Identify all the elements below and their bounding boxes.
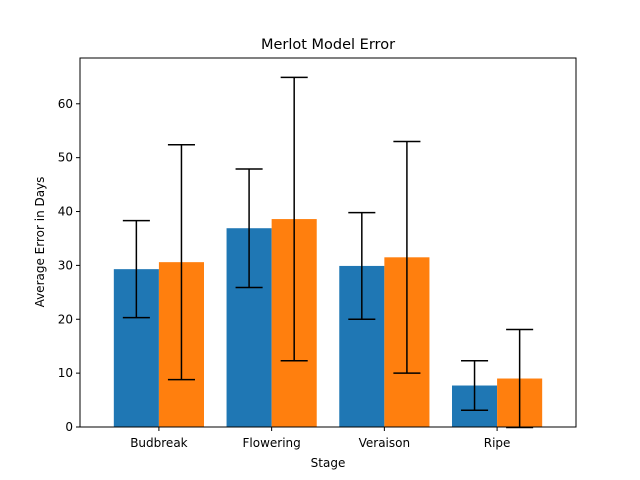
y-tick-label: 10 — [58, 366, 73, 380]
x-tick-label-ripe: Ripe — [484, 436, 511, 450]
y-tick-label: 0 — [65, 420, 73, 434]
x-tick-label-flowering: Flowering — [243, 436, 301, 450]
y-tick-label: 40 — [58, 205, 73, 219]
y-tick-label: 60 — [58, 97, 73, 111]
error-bars-layer — [122, 76, 534, 429]
plot-frame — [79, 57, 577, 428]
chart-title: Merlot Model Error — [261, 37, 395, 53]
y-axis: 0 10 20 30 40 50 60 — [58, 97, 80, 434]
y-axis-label: Average Error in Days — [33, 177, 47, 308]
y-tick-label: 30 — [58, 258, 73, 272]
x-axis: Budbreak Flowering Veraison Ripe — [130, 427, 510, 450]
y-tick-label: 50 — [58, 151, 73, 165]
y-tick-label: 20 — [58, 312, 73, 326]
x-axis-label: Stage — [311, 456, 346, 470]
x-tick-label-budbreak: Budbreak — [130, 436, 187, 450]
x-tick-label-veraison: Veraison — [359, 436, 410, 450]
